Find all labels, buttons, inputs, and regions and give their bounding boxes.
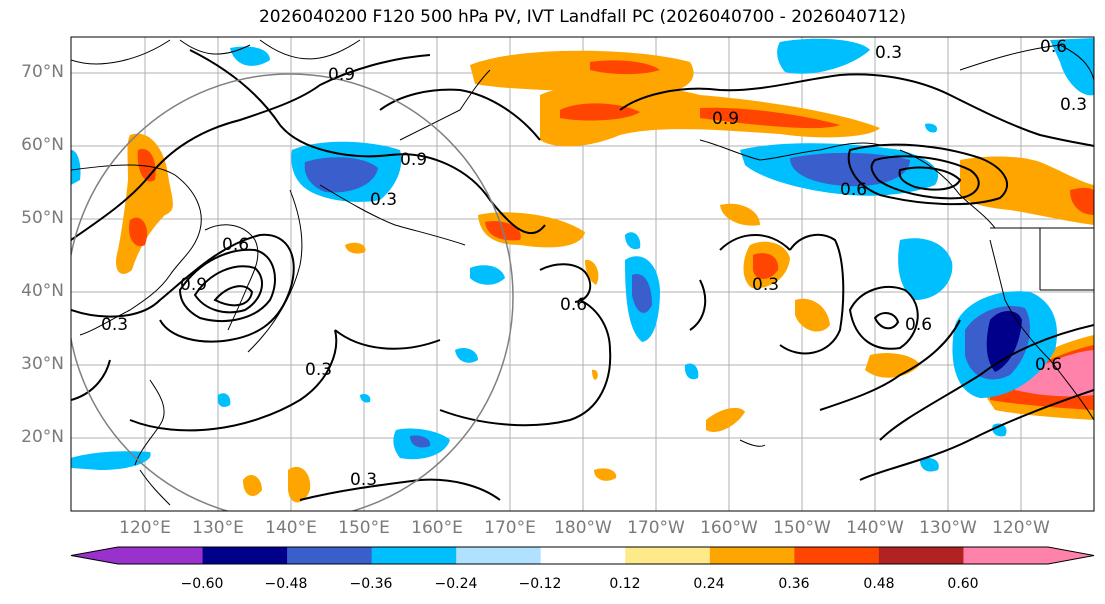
colorbar-segment xyxy=(456,547,542,564)
negative-anomaly-patches xyxy=(71,38,1094,472)
colorbar-tick-label: −0.60 xyxy=(180,576,224,592)
lon-label: 140°E xyxy=(265,518,317,538)
colorbar-tick-label: 0.36 xyxy=(778,576,810,592)
colorbar-segment xyxy=(794,547,880,564)
lon-label: 150°E xyxy=(338,518,390,538)
colorbar-segment xyxy=(287,547,373,564)
contour-label: 0.3 xyxy=(305,360,332,380)
contour-label-group: 0.9 0.9 0.3 0.6 0.9 0.3 0.3 0.3 0.6 0.9 … xyxy=(101,37,1087,490)
lon-label: 160°E xyxy=(411,518,463,538)
colorbar-tick-label: 0.48 xyxy=(863,576,895,592)
contour-label: 0.6 xyxy=(1035,355,1062,375)
lon-label: 130°E xyxy=(192,518,244,538)
lon-label: 140°W xyxy=(846,518,904,538)
contour-label: 0.3 xyxy=(875,43,902,63)
lat-label: 20°N xyxy=(21,427,64,447)
lon-label: 160°W xyxy=(700,518,758,538)
range-circle xyxy=(71,73,514,511)
colorbar-tick-label: −0.36 xyxy=(349,576,393,592)
lon-label: 170°W xyxy=(627,518,685,538)
contour-label: 0.9 xyxy=(400,150,427,170)
colorbar-segment xyxy=(878,547,964,564)
contour-label: 0.3 xyxy=(350,470,377,490)
colorbar-tick-label: 0.60 xyxy=(947,576,979,592)
lon-label: 170°E xyxy=(484,518,536,538)
contour-label: 0.6 xyxy=(905,315,932,335)
coastlines xyxy=(71,39,1094,506)
contour-label: 0.3 xyxy=(370,190,397,210)
colorbar-tick-label: 0.24 xyxy=(693,576,725,592)
colorbar-segment xyxy=(202,547,288,564)
map-frame xyxy=(70,36,1095,512)
colorbar-segment xyxy=(963,547,1049,564)
lat-label: 50°N xyxy=(21,208,64,228)
colorbar-tick-label: −0.48 xyxy=(264,576,308,592)
colorbar-segment xyxy=(118,547,204,564)
colorbar-segment xyxy=(371,547,457,564)
contour-label: 0.3 xyxy=(752,275,779,295)
contour-label: 0.9 xyxy=(180,275,207,295)
lon-label: 120°E xyxy=(119,518,171,538)
contour-label: 0.9 xyxy=(712,109,739,129)
contour-label: 0.6 xyxy=(1040,37,1067,57)
lat-label: 70°N xyxy=(21,62,64,82)
contour-label: 0.3 xyxy=(101,315,128,335)
map-title: 2026040200 F120 500 hPa PV, IVT Landfall… xyxy=(258,7,906,27)
lon-label: 120°W xyxy=(992,518,1050,538)
colorbar-extend-left xyxy=(71,547,118,564)
colorbar-segment xyxy=(709,547,795,564)
lon-label: 150°W xyxy=(773,518,831,538)
pv-contours xyxy=(71,49,1094,501)
lat-label: 60°N xyxy=(21,135,64,155)
colorbar-tick-label: −0.24 xyxy=(434,576,478,592)
colorbar-segment xyxy=(625,547,711,564)
colorbar-outline xyxy=(70,546,1095,565)
colorbar xyxy=(70,546,1095,565)
contour-label: 0.6 xyxy=(222,235,249,255)
colorbar-tick-label: −0.12 xyxy=(518,576,562,592)
lon-label: 130°W xyxy=(919,518,977,538)
contour-label: 0.6 xyxy=(840,180,867,200)
contour-label: 0.6 xyxy=(560,295,587,315)
colorbar-tick-label: 0.12 xyxy=(609,576,641,592)
colorbar-segment xyxy=(540,547,626,564)
lon-label: 180°W xyxy=(554,518,612,538)
lat-label: 30°N xyxy=(21,354,64,374)
colorbar-extend-right xyxy=(1048,547,1094,564)
contour-label: 0.9 xyxy=(328,65,355,85)
lat-label: 40°N xyxy=(21,281,64,301)
contour-label: 0.3 xyxy=(1060,95,1087,115)
